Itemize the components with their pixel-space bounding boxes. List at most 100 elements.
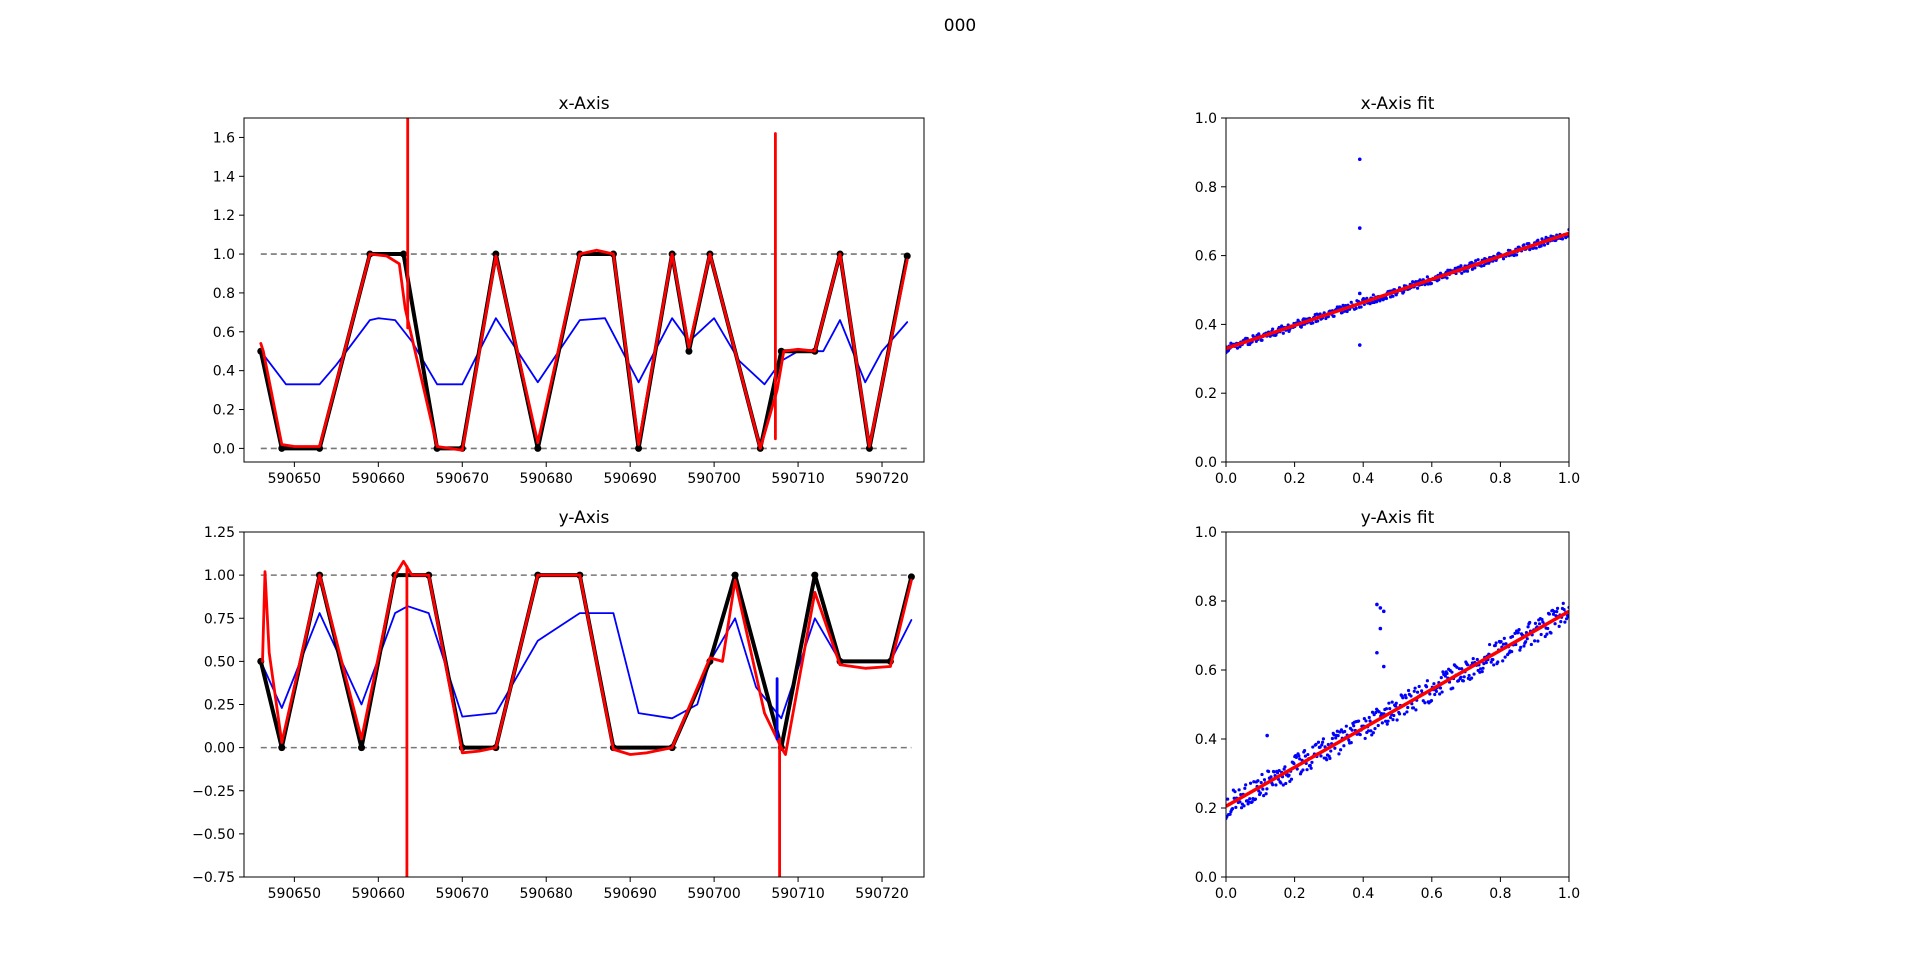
scatter-point [1272,770,1276,774]
scatter-point [1292,761,1296,766]
scatter-point [1557,624,1561,629]
y-tick-label: 1.2 [213,208,235,224]
y-tick-label: −0.50 [192,827,235,843]
x-tick-label: 0.4 [1352,886,1374,902]
scatter-point [1391,294,1395,298]
scatter-point [1271,783,1275,787]
x-tick-label: 590720 [855,471,908,487]
scatter-point [1492,663,1496,667]
scatter-point [1409,694,1413,698]
scatter-point [1388,706,1392,711]
scatter-point [1311,745,1315,749]
scatter-point [1455,665,1459,669]
series-point [400,250,408,258]
scatter-point [1377,710,1381,714]
outlier-point [1265,733,1269,738]
scatter-point [1344,724,1348,728]
y-tick-label: 0.75 [204,611,235,627]
scatter-point [1352,724,1356,728]
scatter-point [1397,712,1402,716]
scatter-point [1476,258,1480,262]
outlier-point [1375,650,1379,655]
axes-frame [1225,531,1570,878]
scatter-point [1522,644,1526,648]
scatter-point [1411,280,1415,284]
scatter-point [1467,673,1471,678]
scatter-point [1232,796,1236,800]
scatter-point [1524,640,1528,644]
scatter-point [1433,692,1437,697]
scatter-point [1340,310,1344,315]
scatter-point [1370,710,1375,714]
scatter-point [1302,749,1307,753]
scatter-point [1342,744,1346,748]
scatter-point [1566,615,1569,619]
scatter-point [1283,765,1287,769]
scatter-point [1287,773,1291,777]
scatter-point [1417,684,1421,689]
series-point [635,444,643,452]
scatter-point [1429,699,1434,703]
x-tick-label: 590690 [603,471,656,487]
scatter-point [1260,772,1264,777]
plot-area [257,118,911,452]
scatter-point [1335,729,1339,733]
scatter-point [1376,723,1380,728]
y-tick-label: 0.2 [1195,386,1217,402]
scatter-point [1413,686,1417,690]
y-tick-label: 0.6 [213,325,235,341]
scatter-point [1402,712,1407,716]
scatter-point [1470,267,1475,271]
x-tick-label: 590660 [352,886,405,902]
scatter-point [1545,632,1549,636]
scatter-point [1271,327,1275,331]
scatter-point [1525,637,1529,641]
x-tick-label: 0.0 [1215,886,1237,902]
scatter-point [1459,675,1463,679]
scatter-point [1432,682,1436,686]
scatter-point [1425,275,1429,279]
scatter-point [1469,260,1474,265]
series-point [534,444,542,452]
scatter-point [1266,769,1271,774]
scatter-point [1248,781,1253,785]
y-tick-label: 0.8 [1195,180,1217,196]
scatter-point [1445,671,1449,676]
series-line [259,605,913,720]
scatter-point [1237,788,1241,792]
scatter-point [1540,617,1544,622]
panel-title: y-Axis [559,508,610,528]
scatter-point [1563,620,1567,624]
scatter-point [1320,740,1325,744]
series-point [278,444,286,452]
x-tick-label: 590650 [268,886,321,902]
scatter-point [1347,738,1351,742]
y-tick-label: 0.4 [1195,732,1217,748]
scatter-point [1308,763,1312,768]
scatter-point [1539,632,1543,637]
scatter-point [1393,704,1398,708]
figure-suptitle: 000 [944,16,976,36]
y-tick-label: 1.4 [213,169,235,185]
scatter-point [1310,760,1314,764]
scatter-point [1384,719,1388,723]
scatter-point [1320,743,1324,747]
scatter-point [1239,792,1243,797]
outlier-point [1357,291,1362,296]
scatter-point [1536,639,1540,643]
scatter-point [1262,778,1267,782]
scatter-point [1504,642,1508,646]
scatter-point [1316,319,1320,323]
scatter-point [1332,733,1336,737]
scatter-point [1553,622,1557,626]
x-tick-label: 1.0 [1558,886,1580,902]
scatter-point [1522,243,1526,247]
scatter-point [1337,752,1341,756]
x-axis-fit-panel: x-Axis fit 0.0 0.2 0.4 0.6 0.8 1.0 0.0 0.2 0.4 0.6… [1195,94,1580,487]
plot-area [1226,157,1569,355]
scatter-point [1414,708,1418,712]
x-tick-label: 0.8 [1489,471,1511,487]
scatter-point [1415,690,1420,694]
scatter-point [1298,757,1302,761]
scatter-point [1339,748,1343,752]
